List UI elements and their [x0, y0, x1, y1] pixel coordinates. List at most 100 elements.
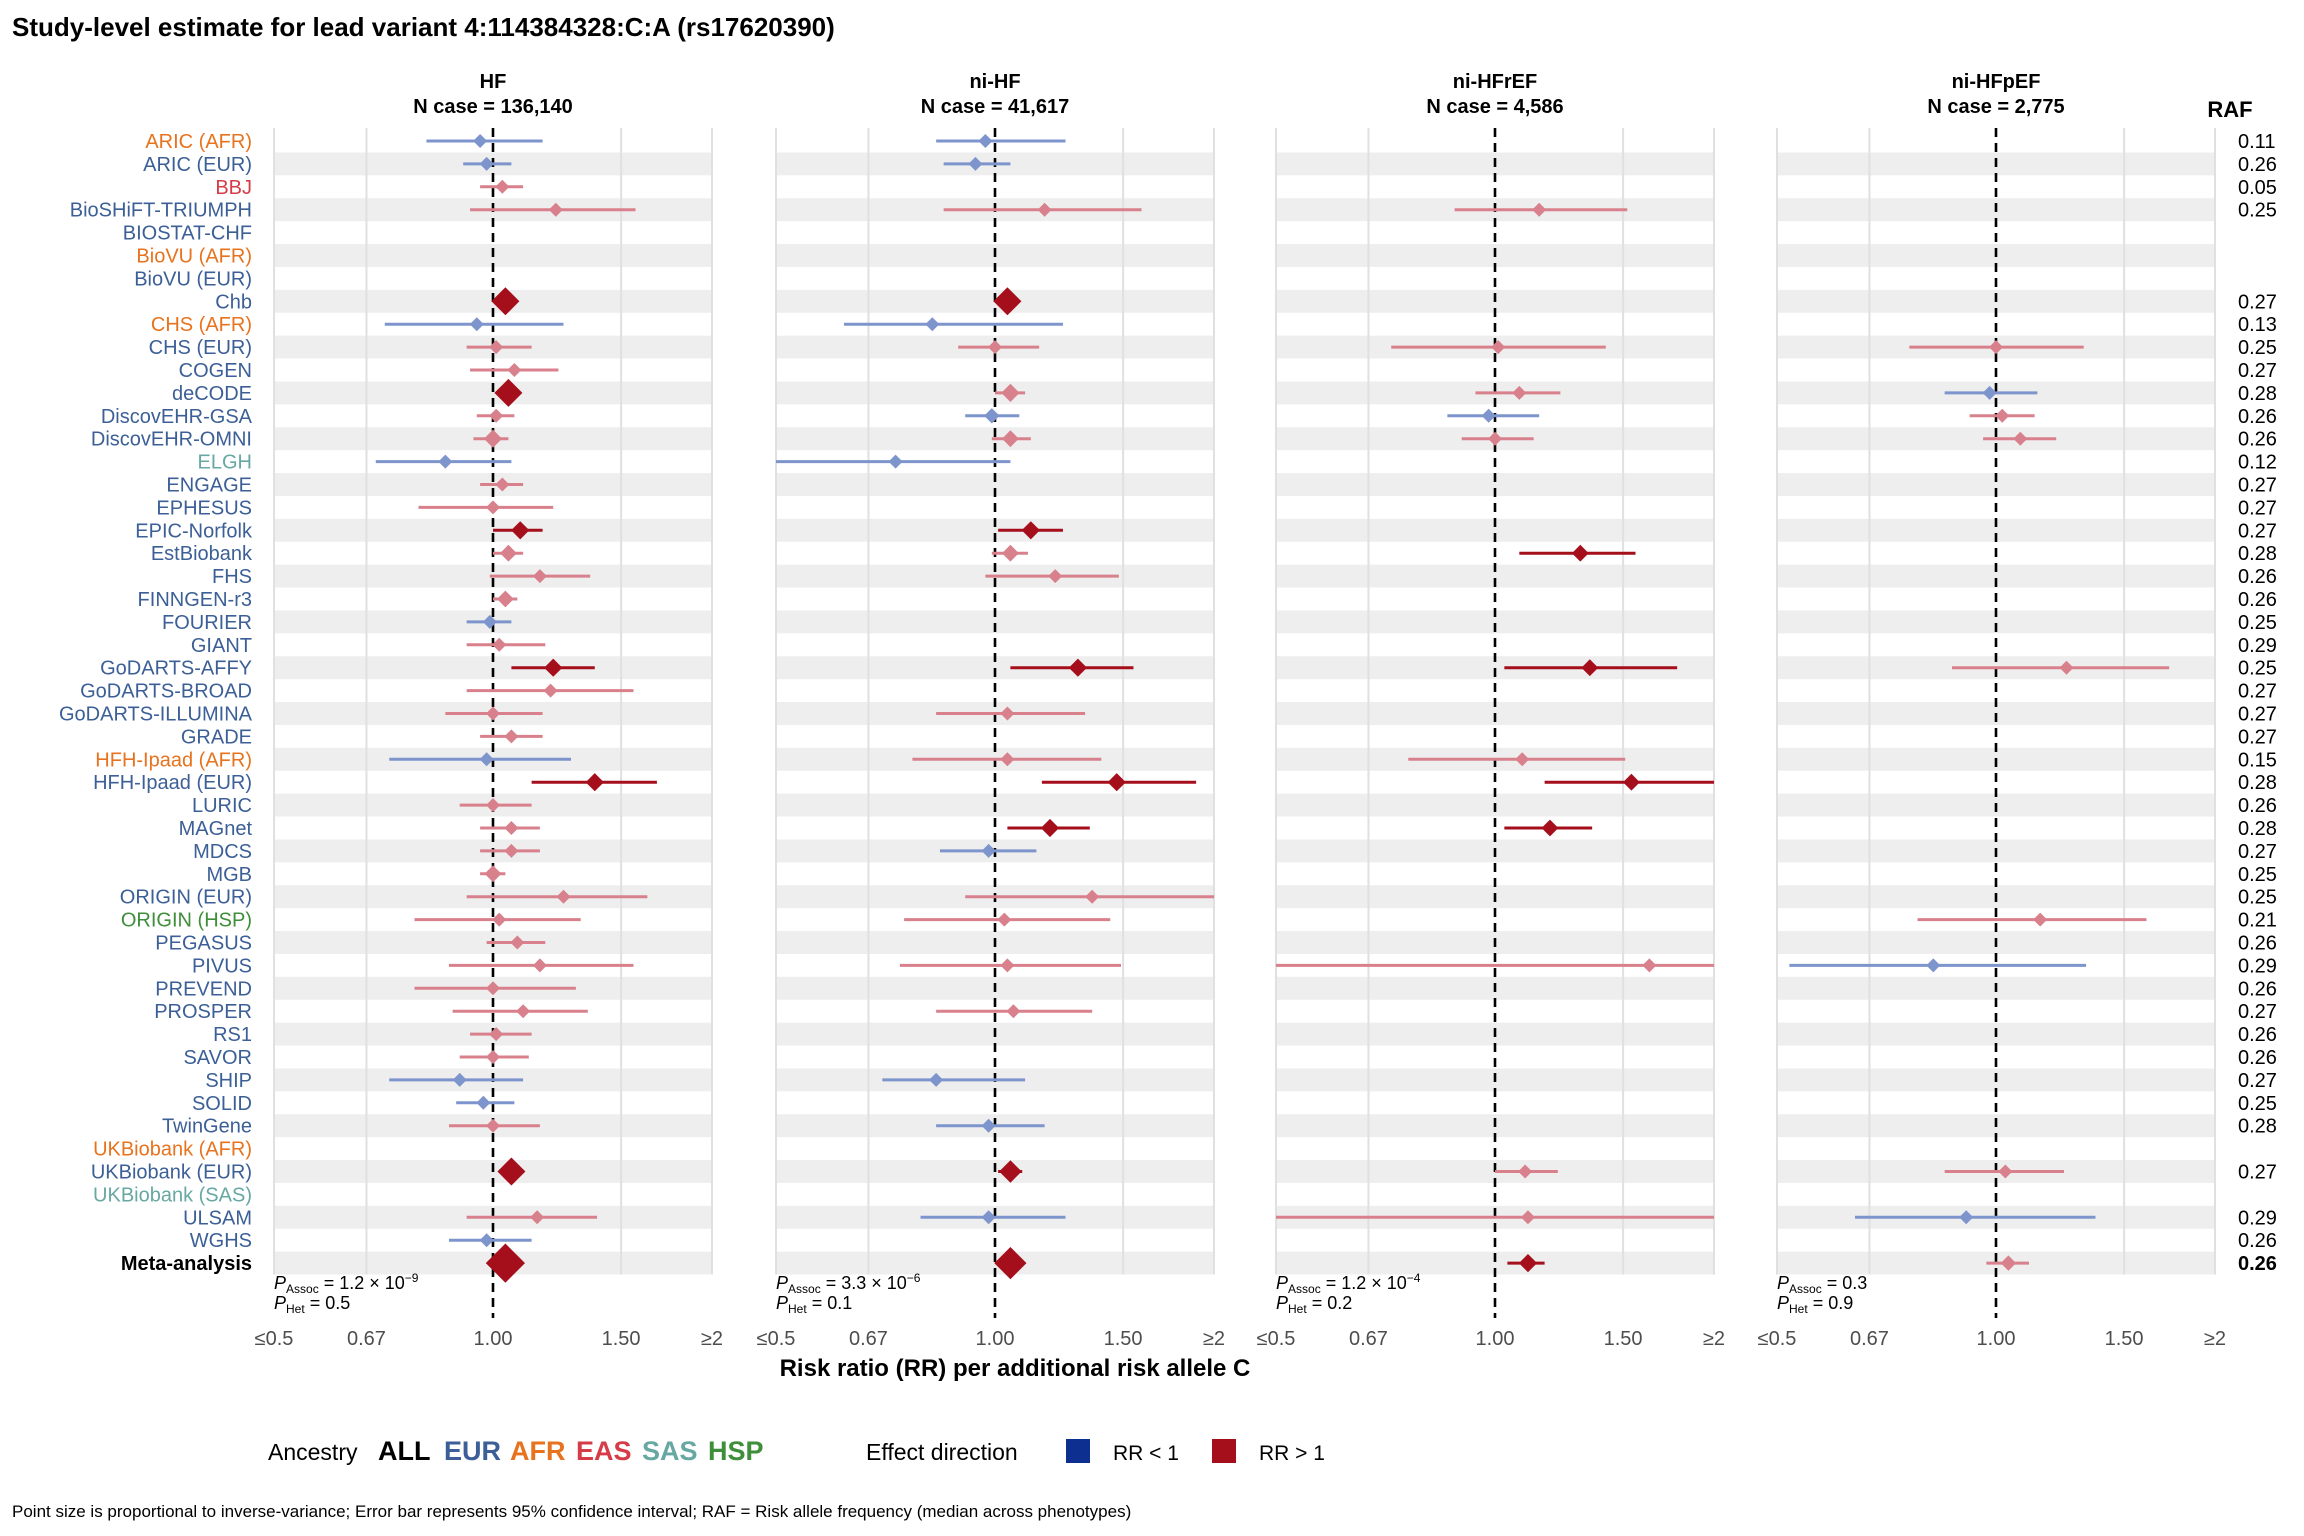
- point-diamond: [1571, 544, 1589, 562]
- point-diamond: [2013, 431, 2028, 446]
- study-label: PEGASUS: [155, 933, 252, 955]
- tick-label: 1.00: [976, 1328, 1015, 1350]
- point-diamond: [492, 637, 507, 652]
- tick-label: 1.00: [1476, 1328, 1515, 1350]
- p-assoc: PAssoc = 1.2 × 10−4: [1276, 1271, 1421, 1296]
- raf-value: 0.28: [2238, 1116, 2277, 1138]
- point-diamond: [504, 729, 519, 744]
- tick-label: ≤0.5: [255, 1328, 294, 1350]
- point-diamond: [1532, 202, 1547, 217]
- raf-value: 0.26: [2238, 1230, 2277, 1252]
- raf-value: 0.28: [2238, 543, 2277, 565]
- raf-value: 0.11: [2238, 131, 2275, 153]
- study-label: SOLID: [192, 1093, 252, 1115]
- point-diamond: [489, 1027, 504, 1042]
- point-diamond: [494, 378, 523, 407]
- point-diamond: [1000, 958, 1015, 973]
- point-diamond: [2059, 660, 2074, 675]
- study-label: GRADE: [181, 726, 252, 748]
- point-diamond: [504, 843, 519, 858]
- raf-value: 0.26: [2238, 1024, 2277, 1046]
- study-label: PREVEND: [155, 978, 252, 1000]
- panel-hf: HF N case = 136,140 ≤0.5 0.67 1.00 1.50 ≥2 PAss…: [255, 71, 723, 1350]
- p-het: PHet = 0.2: [1276, 1293, 1352, 1316]
- study-label: BioVU (EUR): [134, 268, 252, 290]
- point-diamond: [1002, 544, 1019, 562]
- point-diamond: [1068, 658, 1087, 677]
- point-diamond: [452, 1072, 467, 1087]
- legend: Ancestry ALL EUR AFR EAS SAS HSP Effect directi…: [268, 1436, 1325, 1466]
- raf-value: 0.25: [2238, 612, 2277, 634]
- row-band: [274, 656, 712, 680]
- raf-value: 0.26: [2238, 978, 2277, 1000]
- chart-title: Study-level estimate for lead variant 4:…: [12, 12, 835, 42]
- point-diamond: [1002, 430, 1019, 448]
- study-label: BioSHiFT-TRIUMPH: [70, 200, 252, 222]
- tick-label: ≤0.5: [1758, 1328, 1797, 1350]
- raf-value: 0.28: [2238, 818, 2277, 840]
- study-label: EPIC-Norfolk: [135, 520, 253, 542]
- study-label: MGB: [206, 864, 252, 886]
- study-label: ENGAGE: [166, 475, 252, 497]
- point-diamond: [486, 798, 500, 813]
- raf-value: 0.27: [2238, 726, 2277, 748]
- point-diamond: [485, 1243, 525, 1283]
- row-band: [776, 473, 1214, 496]
- raf-value: 0.26: [2238, 589, 2277, 611]
- point-diamond: [486, 500, 500, 515]
- panel-title: ni-HFrEF: [1453, 71, 1537, 93]
- panel-ncase: N case = 2,775: [1927, 96, 2064, 118]
- study-label: Meta-analysis: [121, 1253, 252, 1275]
- p-assoc: PAssoc = 3.3 × 10−6: [776, 1271, 921, 1296]
- point-diamond: [511, 521, 530, 540]
- point-diamond: [496, 590, 514, 608]
- raf-value: 0.26: [2238, 429, 2277, 451]
- tick-label: ≤0.5: [1257, 1328, 1296, 1350]
- study-label: UKBiobank (SAS): [93, 1184, 252, 1206]
- tick-label: 1.50: [602, 1328, 641, 1350]
- tick-label: ≥2: [2204, 1328, 2226, 1350]
- point-diamond: [469, 317, 484, 332]
- point-diamond: [1515, 752, 1530, 767]
- panel-ncase: N case = 4,586: [1426, 96, 1563, 118]
- tick-label: 0.67: [1349, 1328, 1388, 1350]
- panel-ncase: N case = 136,140: [413, 96, 573, 118]
- panel-ni-hf: ni-HF N case = 41,617 ≤0.5 0.67 1.00 1.50 ≥2 PA…: [757, 71, 1225, 1350]
- row-band: [1276, 1251, 1714, 1275]
- point-diamond: [1520, 1210, 1535, 1225]
- legend-ancestry: AFR: [510, 1436, 566, 1466]
- point-diamond: [1642, 958, 1657, 973]
- point-diamond: [486, 706, 500, 721]
- study-label: TwinGene: [162, 1116, 252, 1138]
- study-label: ORIGIN (HSP): [121, 910, 252, 932]
- point-diamond: [486, 981, 500, 996]
- study-label: HFH-Ipaad (AFR): [95, 749, 252, 771]
- study-label: ELGH: [198, 452, 252, 474]
- panel-title: ni-HFpEF: [1952, 71, 2041, 93]
- study-label: COGEN: [179, 360, 252, 382]
- point-diamond: [530, 1210, 545, 1225]
- point-diamond: [556, 889, 571, 904]
- raf-value: 0.29: [2238, 1207, 2277, 1229]
- tick-label: 1.00: [1977, 1328, 2016, 1350]
- raf-value: 0.27: [2238, 1001, 2277, 1023]
- point-diamond: [1491, 340, 1506, 355]
- point-diamond: [1048, 569, 1063, 584]
- point-diamond: [1488, 431, 1502, 446]
- raf-header: RAF: [2207, 97, 2252, 122]
- row-band: [1777, 473, 2215, 496]
- study-label: GIANT: [191, 635, 252, 657]
- point-diamond: [548, 202, 563, 217]
- point-diamond: [1107, 773, 1126, 792]
- raf-value: 0.25: [2238, 337, 2277, 359]
- study-label: ARIC (AFR): [145, 131, 252, 153]
- raf-value: 0.27: [2238, 681, 2277, 703]
- study-label: SAVOR: [183, 1047, 252, 1069]
- point-diamond: [479, 752, 494, 767]
- point-diamond: [925, 317, 940, 332]
- point-diamond: [479, 156, 494, 171]
- panel-title: ni-HF: [969, 71, 1020, 93]
- row-band: [1777, 518, 2215, 542]
- point-diamond: [978, 134, 993, 148]
- point-diamond: [994, 1247, 1027, 1280]
